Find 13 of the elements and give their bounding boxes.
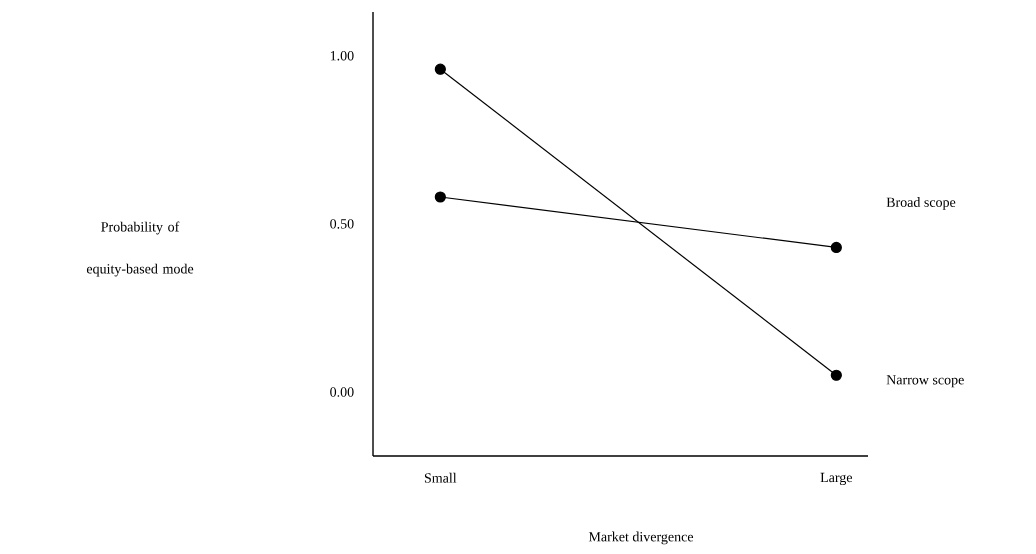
x-tick-label: Large xyxy=(820,472,853,486)
x-tick-label: Small xyxy=(424,472,457,483)
text: Broad scope xyxy=(886,197,956,210)
text: Narrow scope xyxy=(886,375,964,388)
text: Probability of equity-based mode xyxy=(86,221,194,277)
point xyxy=(434,191,446,203)
point xyxy=(830,369,842,381)
x-axis-title: Market divergence xyxy=(588,531,694,545)
point xyxy=(830,241,842,254)
y-tick-label: 0.50 xyxy=(330,219,354,229)
y-tick-label: 0.00 xyxy=(330,387,354,397)
point xyxy=(434,63,446,75)
y-tick-label: 1.00 xyxy=(330,50,354,61)
